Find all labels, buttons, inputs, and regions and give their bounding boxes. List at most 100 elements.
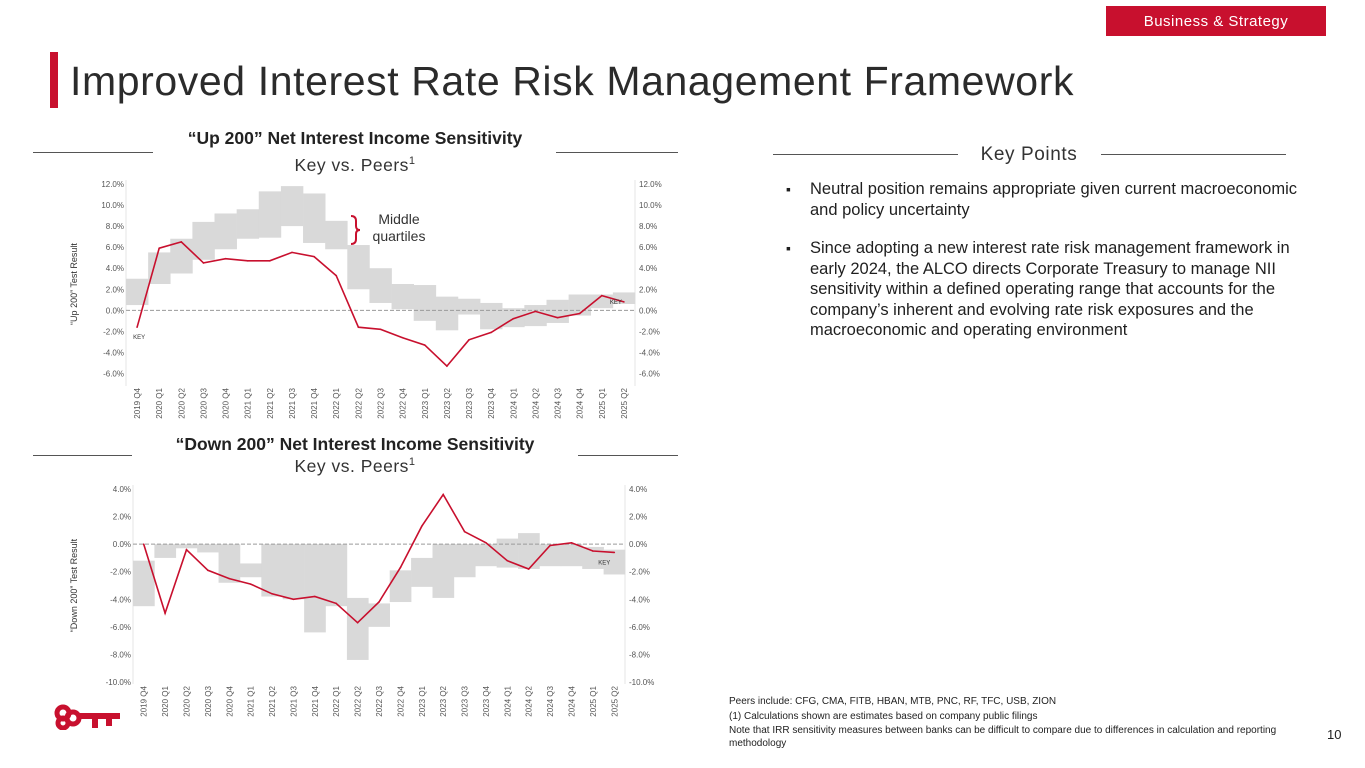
y-tick-label-left: 4.0% [113,485,131,494]
quartile-band-bar [603,549,626,575]
key-series-point [313,255,315,258]
x-tick-label: 2019 Q4 [133,387,142,418]
chart2-subtitle-text: Key vs. Peers [294,456,409,476]
key-series-point [291,251,293,254]
quartile-band-bar [475,544,497,567]
y-tick-label-right: 4.0% [639,264,657,273]
keypoints-rule-left [773,154,958,155]
x-tick-label: 2023 Q1 [421,387,430,418]
key-series-point [180,241,183,243]
title-accent-bar [50,52,58,108]
quartile-band-bar [496,538,519,568]
quartile-band-bar [368,603,390,627]
key-series-point [420,525,423,528]
x-tick-label: 2019 Q4 [140,685,149,716]
y-tick-label-left: -8.0% [110,650,131,659]
quartile-band-bar [518,533,540,569]
x-tick-label: 2022 Q2 [354,685,363,716]
key-series-point [601,294,603,297]
quartile-band-bar [192,221,215,260]
key-series-point [228,577,231,580]
key-series-point [592,550,594,552]
x-tick-label: 2024 Q2 [525,685,534,716]
quartile-band-bar [560,544,583,567]
annotation-quartiles: quartiles [373,228,426,244]
key-label-end: KEY [598,560,610,566]
section-tag: Business & Strategy [1106,6,1326,36]
key-series-point [335,274,338,277]
key-series-point [269,260,271,262]
x-tick-label: 2022 Q1 [332,685,341,716]
x-tick-label: 2020 Q1 [161,685,170,716]
y-tick-label-left: 12.0% [101,180,124,189]
y-tick-label-right: -6.0% [629,623,650,632]
quartile-band-bar [347,245,370,290]
x-tick-label: 2020 Q4 [225,685,234,716]
key-series-point [378,601,380,603]
y-tick-label-right: -10.0% [629,678,654,687]
chart1-title-rule-right [556,152,678,153]
chart2-title-rule-left [33,455,132,456]
key-series-point [271,592,273,595]
quartile-band-bar [282,544,305,600]
x-tick-label: 2023 Q4 [487,387,496,418]
x-tick-label: 2021 Q1 [244,387,253,418]
quartile-band-bar [480,302,503,330]
quartile-band-bar [126,278,149,306]
x-tick-label: 2025 Q2 [610,685,619,716]
y-tick-label-left: 0.0% [113,540,131,549]
keypoints-rule-right [1101,154,1286,155]
y-tick-label-left: 2.0% [106,285,124,294]
chart1-subtitle-footnote: 1 [408,155,416,168]
key-series-point [401,336,404,339]
y-axis-title: “Down 200” Test Result [69,538,79,632]
quartile-band-bar [218,544,241,583]
key-series-point [423,344,426,346]
y-tick-label-right: -8.0% [629,650,650,659]
quartile-band-bar [154,544,177,558]
y-tick-label-left: -10.0% [106,678,131,687]
x-tick-label: 2022 Q4 [399,387,408,418]
y-tick-label-right: -4.0% [639,348,660,357]
chart2-title: “Down 200” Net Interest Income Sensitivi… [175,434,535,454]
footnote-1: (1) Calculations shown are estimates bas… [729,710,1038,722]
key-series-point [442,493,444,496]
y-tick-label-right: 4.0% [629,485,647,494]
page-title: Improved Interest Rate Risk Management F… [70,58,1075,104]
y-tick-label-right: -4.0% [629,595,650,604]
chart2-subtitle: Key vs. Peers1 [140,456,570,477]
quartile-band-bar [369,268,392,303]
key-label-end: KEY [610,300,622,306]
key-series-point [527,568,530,570]
key-series-point [335,602,338,605]
x-tick-label: 2023 Q2 [443,387,452,418]
x-tick-label: 2021 Q2 [268,685,277,716]
chart2-title-rule-right [578,455,678,456]
key-series-point [136,326,138,328]
chart2-subtitle-footnote: 1 [408,456,416,469]
quartile-band-bar [325,220,348,250]
key-series-point [623,301,625,303]
x-tick-label: 2022 Q2 [354,387,363,418]
quartile-band-bar [303,193,326,243]
key-series-point [613,551,616,554]
quartile-band-bar [236,209,260,239]
key-series-point [164,612,166,614]
x-tick-label: 2023 Q3 [461,685,470,716]
key-series-point [549,544,551,547]
keypoint-item: Since adopting a new interest rate risk … [786,238,1306,341]
y-tick-label-left: 10.0% [101,201,124,210]
key-series-point [556,316,559,319]
keypoint-item: Neutral position remains appropriate giv… [786,179,1306,220]
quartile-band-bar [435,296,459,331]
key-label-start: KEY [133,335,145,341]
x-tick-label: 2025 Q1 [589,685,598,716]
quartile-band-bar [175,544,198,549]
y-tick-label-left: 4.0% [106,264,124,273]
keypoints-list: Neutral position remains appropriate giv… [786,179,1306,359]
y-tick-label-right: 2.0% [639,285,657,294]
y-tick-label-left: 6.0% [106,243,124,252]
y-tick-label-left: -6.0% [110,623,131,632]
y-tick-label-right: -2.0% [639,327,660,336]
y-tick-label-right: 2.0% [629,513,647,522]
